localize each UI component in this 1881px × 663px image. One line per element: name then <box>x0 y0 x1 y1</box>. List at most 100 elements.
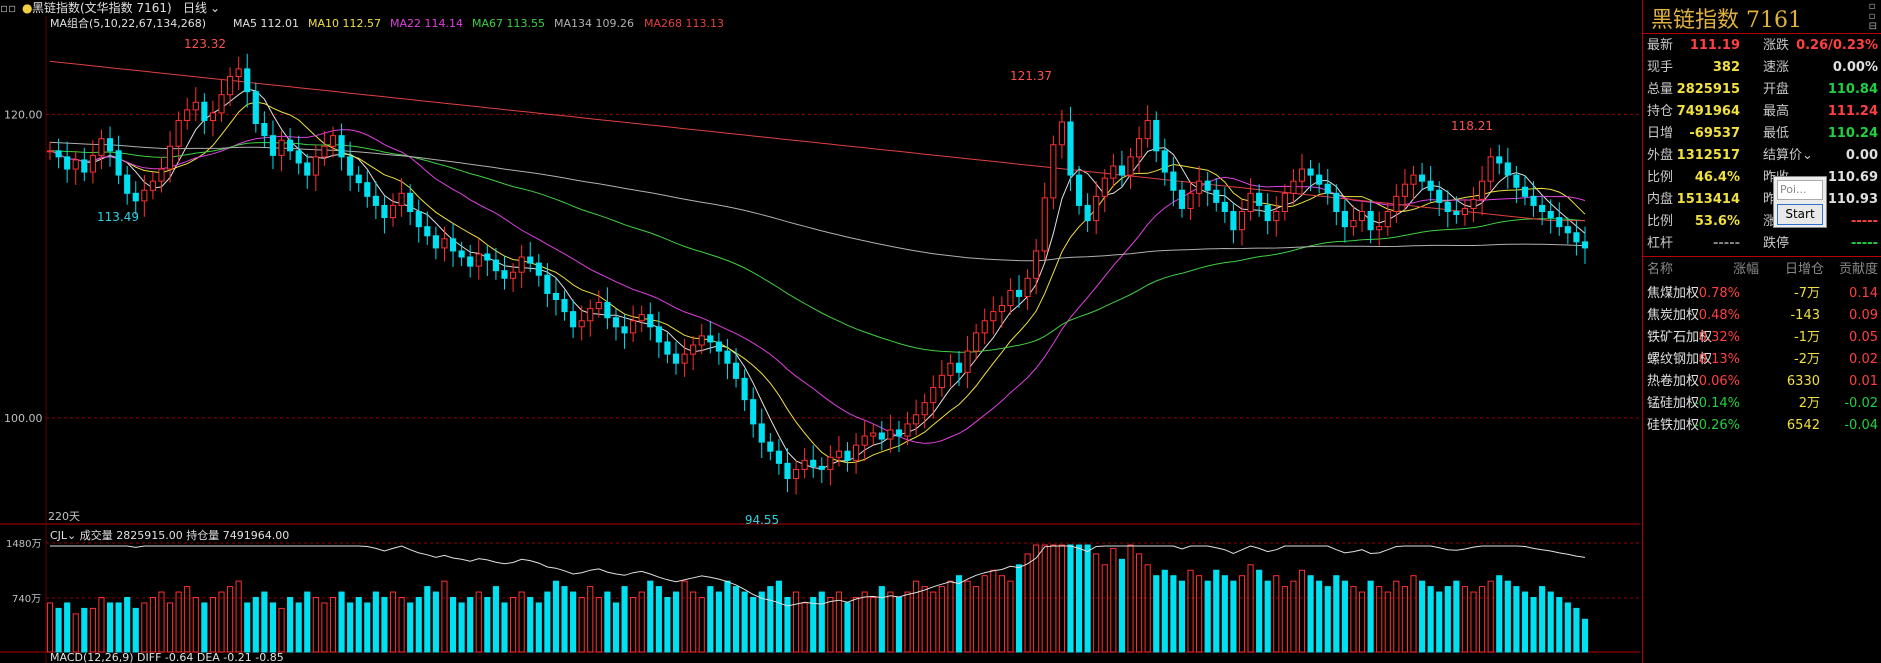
period-dropdown-icon[interactable]: ⌄ <box>210 1 221 15</box>
component-change: 0.06% <box>1698 374 1740 389</box>
col-increase[interactable]: 日增仓 <box>1785 262 1825 277</box>
window-restore-icon[interactable]: ▫ <box>1868 1 1876 12</box>
candle-body <box>853 444 860 461</box>
candle-body <box>1127 156 1134 176</box>
candle-body <box>1479 180 1486 200</box>
volume-bar <box>655 586 662 653</box>
component-name: 热卷加权 <box>1647 374 1700 389</box>
volume-bar <box>938 586 945 653</box>
col-name[interactable]: 名称 <box>1647 262 1674 277</box>
quote-label[interactable]: 结算价⌄ <box>1763 148 1813 163</box>
volume-bar <box>1161 569 1168 653</box>
candle-body <box>930 386 937 404</box>
component-name: 铁矿石加权 <box>1647 330 1713 345</box>
ma-group-selector[interactable]: MA组合(5,10,22,67,134,268) <box>50 16 206 30</box>
quote-value: 2825915 <box>1676 82 1740 97</box>
window-minimize-icon[interactable]: ▫ <box>1868 11 1876 22</box>
volume-bar <box>235 580 242 653</box>
col-change[interactable]: 涨幅 <box>1733 262 1760 277</box>
volume-bar <box>1281 586 1288 653</box>
volume-bar <box>1316 580 1323 653</box>
volume-bar <box>552 580 560 653</box>
volume-bar <box>1204 580 1211 653</box>
volume-bar <box>1093 553 1100 653</box>
candle-body <box>398 192 405 206</box>
volume-bar <box>467 597 474 653</box>
volume-bar <box>921 586 928 653</box>
candle-body <box>698 335 705 346</box>
point-input[interactable]: Poi... <box>1777 180 1823 200</box>
list-item[interactable]: 锰硅加权 -0.14% 2万 -0.02 <box>1643 393 1881 414</box>
list-item[interactable]: 热卷加权 0.06% 6330 0.01 <box>1643 371 1881 392</box>
component-name: 螺纹钢加权 <box>1647 352 1713 367</box>
volume-bar <box>1178 580 1186 653</box>
candle-body <box>492 259 499 272</box>
window-close-icon[interactable]: ⊟ <box>1868 21 1877 32</box>
volume-bar <box>449 597 457 653</box>
quote-row: 持仓 7491964 最高 111.24 <box>1643 101 1881 122</box>
kline-chart-svg[interactable]: MA组合(5,10,22,67,134,268) MA5 112.01 MA10… <box>0 16 1640 663</box>
volume-legend[interactable]: CJL⌄ 成交量 2825915.00 持仓量 7491964.00 <box>50 528 289 542</box>
candle-body <box>904 423 911 437</box>
quote-value: 110.93 <box>1827 192 1878 207</box>
candle-body <box>235 68 242 77</box>
candle-body <box>1264 204 1271 222</box>
volume-bar <box>201 602 208 653</box>
volume-bar <box>261 591 268 653</box>
list-item[interactable]: 铁矿石加权 0.32% -1万 0.05 <box>1643 327 1881 348</box>
kline-chart[interactable]: MA组合(5,10,22,67,134,268) MA5 112.01 MA10… <box>0 16 1640 663</box>
component-increase: 6542 <box>1786 418 1820 433</box>
list-item[interactable]: 焦煤加权 0.78% -7万 0.14 <box>1643 283 1881 304</box>
candle-body <box>209 112 217 121</box>
quote-title: 黑链指数 7161 <box>1651 8 1802 33</box>
quote-label: 开盘 <box>1763 82 1790 97</box>
window-menu-icon[interactable]: ▫▫ <box>0 1 17 15</box>
volume-bar <box>1101 564 1108 653</box>
list-item[interactable]: 硅铁加权 -0.26% 6542 -0.04 <box>1643 415 1881 436</box>
volume-bar <box>570 591 577 653</box>
candle-body <box>1170 171 1177 191</box>
candle-body <box>792 468 800 480</box>
price-axis-label: 120.00 <box>4 108 43 121</box>
quote-value: 46.4% <box>1694 170 1740 185</box>
volume-bar <box>1556 597 1563 653</box>
volume-bar <box>81 607 88 653</box>
col-contribution[interactable]: 贡献度 <box>1839 262 1879 277</box>
quote-label: 比例 <box>1647 214 1674 229</box>
quote-label: 外盘 <box>1647 148 1674 163</box>
candle-body <box>1521 186 1529 197</box>
candle-body <box>46 150 54 153</box>
volume-bar <box>732 586 740 653</box>
volume-bar <box>630 597 637 653</box>
candle-body <box>1110 165 1117 179</box>
volume-bar <box>415 597 422 653</box>
volume-bar <box>441 580 448 653</box>
candle-body <box>604 302 611 319</box>
divider <box>1643 33 1881 34</box>
volume-bar <box>870 597 877 653</box>
macd-legend[interactable]: MACD(12,26,9) DIFF -0.64 DEA -0.21 -0.85 <box>50 651 284 663</box>
candle-body <box>1530 195 1537 206</box>
volume-bar <box>1427 586 1434 653</box>
candle-body <box>1281 192 1288 213</box>
volume-bar <box>89 607 96 653</box>
candle-body <box>1144 119 1151 140</box>
candle-body <box>707 335 714 343</box>
component-increase: -7万 <box>1794 286 1820 301</box>
start-button[interactable]: Start <box>1777 204 1823 225</box>
volume-bar <box>1513 586 1520 653</box>
instrument-title[interactable]: 黑链指数(文华指数 7161) <box>32 1 172 15</box>
list-item[interactable]: 焦炭加权 0.48% -143 0.09 <box>1643 305 1881 326</box>
volume-bar <box>1504 580 1511 653</box>
volume-bar <box>192 597 199 653</box>
volume-bar <box>1256 569 1263 653</box>
volume-bar <box>124 597 131 653</box>
panel-window-icon[interactable]: ▫ ▫ ⊟ <box>1869 2 1877 32</box>
list-item[interactable]: 螺纹钢加权 0.13% -2万 0.02 <box>1643 349 1881 370</box>
period-selector[interactable]: 日线 <box>183 1 208 15</box>
volume-bar <box>1144 564 1151 653</box>
candle-body <box>124 174 131 194</box>
volume-bar <box>329 597 337 653</box>
quote-value: 1312517 <box>1676 148 1740 163</box>
candle-body <box>767 441 774 452</box>
